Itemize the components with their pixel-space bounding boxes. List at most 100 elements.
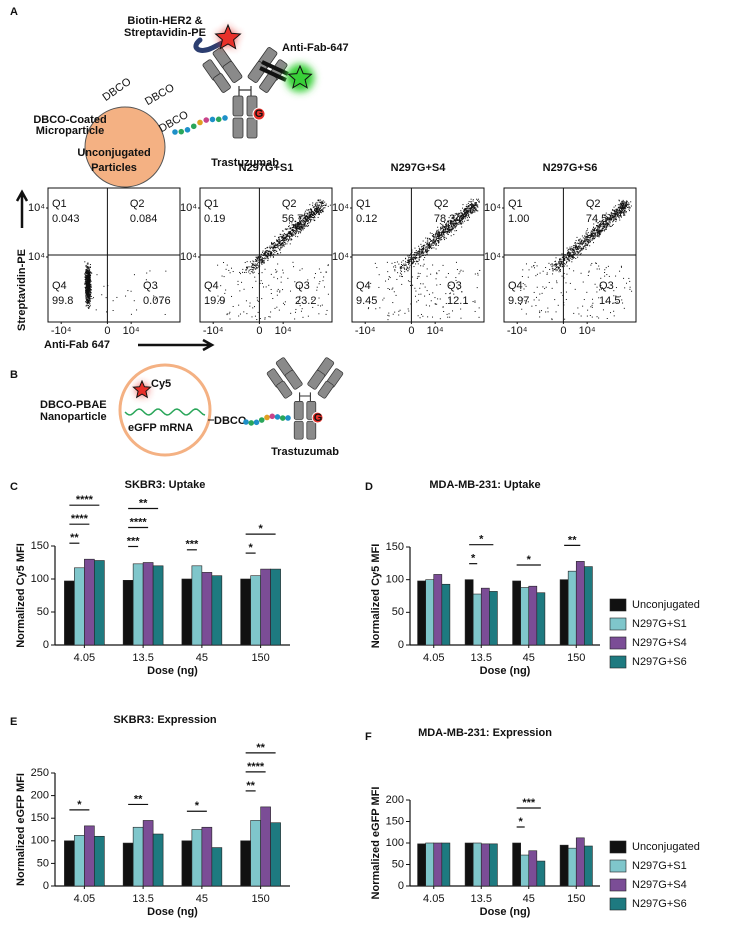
chart-title: SKBR3: Uptake (125, 479, 206, 491)
event-dot (462, 218, 464, 220)
bar (240, 578, 251, 646)
event-dot (582, 237, 584, 239)
event-dot (461, 218, 463, 220)
event-dot (456, 222, 458, 224)
event-dot (460, 269, 462, 271)
event-dot (475, 208, 477, 210)
event-dot (427, 247, 429, 249)
event-dot (444, 226, 446, 228)
linker-bead (184, 127, 191, 133)
flow-x-tick: -10⁴ (51, 325, 72, 337)
event-dot (612, 213, 614, 215)
bar (433, 574, 443, 646)
event-dot (598, 223, 600, 225)
y-axis-label: Normalized eGFP MFI (15, 773, 27, 886)
y-axis-label: Normalized Cy5 MFI (15, 543, 27, 648)
event-dot (566, 257, 568, 259)
event-dot (405, 269, 407, 271)
event-dot (550, 264, 552, 266)
event-dot (299, 305, 301, 307)
event-dot (605, 221, 607, 223)
event-dot (584, 245, 586, 247)
event-dot (251, 268, 253, 270)
event-dot (585, 244, 587, 246)
event-dot (619, 212, 621, 214)
event-dot (315, 202, 317, 204)
panel-label: E (10, 716, 17, 728)
event-dot (315, 209, 317, 211)
event-dot (578, 243, 580, 245)
event-dot (285, 240, 287, 242)
event-dot (585, 237, 587, 239)
reagent-label: Streptavidin-PE (124, 27, 206, 39)
event-dot (597, 227, 599, 229)
event-dot (610, 213, 612, 215)
event-dot (572, 248, 574, 250)
event-dot (464, 213, 466, 215)
event-dot (592, 235, 594, 237)
event-dot (88, 270, 90, 272)
event-dot (298, 232, 300, 234)
event-dot (306, 218, 308, 220)
event-dot (571, 255, 573, 257)
event-dot (87, 287, 89, 289)
event-dot (85, 273, 87, 275)
event-dot (626, 200, 628, 202)
event-dot (619, 202, 621, 204)
linker-bead (285, 415, 291, 421)
event-dot (443, 310, 445, 312)
event-dot (604, 214, 606, 216)
event-dot (428, 241, 430, 243)
event-dot (302, 316, 304, 318)
event-dot (623, 307, 625, 309)
event-dot (299, 285, 301, 287)
event-dot (266, 255, 268, 257)
event-dot (580, 242, 582, 244)
event-dot (631, 290, 633, 292)
event-dot (458, 214, 460, 216)
event-dot (528, 269, 530, 271)
x-tick-label: 150 (567, 893, 585, 905)
event-dot (292, 234, 294, 236)
y-axis-label: Normalized eGFP MFI (370, 787, 382, 900)
event-dot (588, 235, 590, 237)
event-dot (316, 212, 318, 214)
event-dot (303, 217, 305, 219)
event-dot (289, 243, 291, 245)
event-dot (251, 265, 253, 267)
event-dot (468, 210, 470, 212)
linker-bead (264, 414, 270, 421)
event-dot (622, 209, 624, 211)
event-dot (628, 202, 630, 204)
event-dot (304, 220, 306, 222)
event-dot (627, 204, 629, 206)
event-dot (294, 224, 296, 226)
event-dot (455, 219, 457, 221)
antibody-domain (307, 369, 326, 390)
event-dot (469, 207, 471, 209)
event-dot (573, 250, 575, 252)
event-dot (304, 216, 306, 218)
streptavidin-pe-star (214, 23, 242, 50)
event-dot (604, 217, 606, 219)
event-dot (293, 233, 295, 235)
event-dot (294, 225, 296, 227)
event-dot (299, 226, 301, 228)
event-dot (399, 272, 401, 274)
event-dot (615, 217, 617, 219)
event-dot (594, 229, 596, 231)
event-dot (302, 224, 304, 226)
event-dot (85, 276, 87, 278)
event-dot (293, 234, 295, 236)
event-dot (87, 288, 89, 290)
event-dot (424, 251, 426, 253)
event-dot (308, 222, 310, 224)
event-dot (565, 282, 567, 284)
event-dot (286, 235, 288, 237)
event-dot (559, 270, 561, 272)
event-dot (460, 211, 462, 213)
event-dot (317, 216, 319, 218)
event-dot (588, 241, 590, 243)
event-dot (619, 207, 621, 209)
bar (132, 826, 144, 887)
